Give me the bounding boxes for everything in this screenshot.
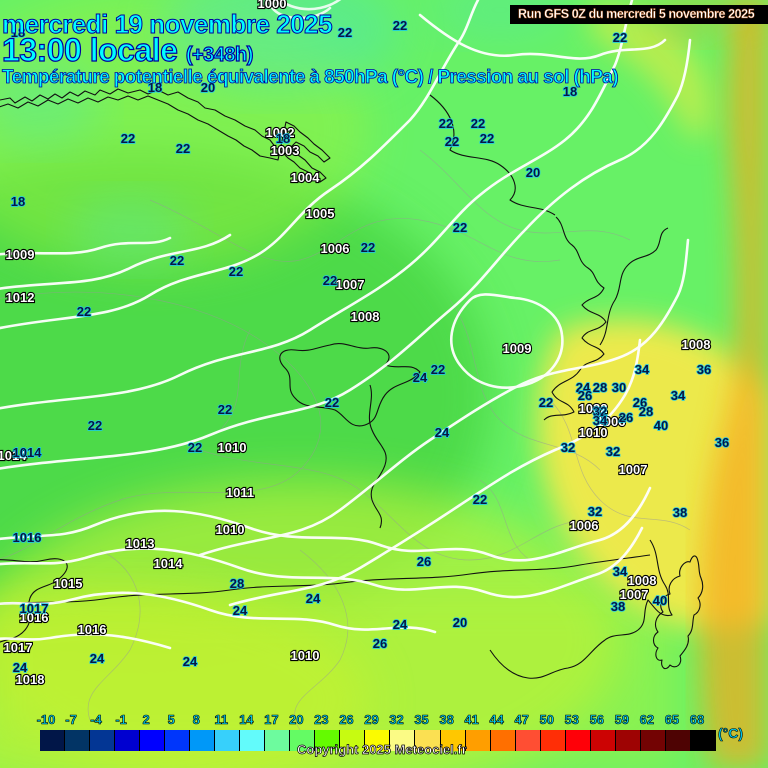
svg-text:1005: 1005 bbox=[306, 206, 335, 221]
svg-text:32: 32 bbox=[588, 504, 602, 519]
svg-text:28: 28 bbox=[593, 380, 607, 395]
svg-text:22: 22 bbox=[88, 418, 102, 433]
svg-text:38: 38 bbox=[673, 505, 687, 520]
svg-text:20: 20 bbox=[453, 615, 467, 630]
svg-text:1017: 1017 bbox=[4, 640, 33, 655]
svg-text:1011: 1011 bbox=[226, 485, 254, 500]
svg-text:40: 40 bbox=[653, 593, 667, 608]
svg-text:1006: 1006 bbox=[321, 241, 350, 256]
svg-text:24: 24 bbox=[13, 660, 28, 675]
svg-text:1004: 1004 bbox=[291, 170, 321, 185]
svg-text:1017: 1017 bbox=[20, 601, 49, 616]
svg-text:22: 22 bbox=[121, 131, 135, 146]
svg-text:1013: 1013 bbox=[126, 536, 155, 551]
svg-text:1006: 1006 bbox=[570, 518, 599, 533]
svg-text:1016: 1016 bbox=[78, 622, 107, 637]
svg-text:1008: 1008 bbox=[682, 337, 711, 352]
svg-text:40: 40 bbox=[654, 418, 668, 433]
svg-text:24: 24 bbox=[233, 603, 248, 618]
svg-text:20: 20 bbox=[526, 165, 540, 180]
svg-text:32: 32 bbox=[561, 440, 575, 455]
svg-text:22: 22 bbox=[480, 131, 494, 146]
svg-text:22: 22 bbox=[77, 304, 91, 319]
svg-text:1007: 1007 bbox=[336, 277, 365, 292]
svg-text:34: 34 bbox=[613, 564, 628, 579]
svg-text:26: 26 bbox=[417, 554, 431, 569]
svg-text:1014: 1014 bbox=[154, 556, 184, 571]
svg-text:1015: 1015 bbox=[54, 576, 83, 591]
svg-text:1008: 1008 bbox=[628, 573, 657, 588]
svg-text:1014: 1014 bbox=[13, 445, 43, 460]
svg-text:24: 24 bbox=[183, 654, 198, 669]
svg-text:22: 22 bbox=[473, 492, 487, 507]
svg-text:36: 36 bbox=[697, 362, 711, 377]
svg-text:22: 22 bbox=[445, 134, 459, 149]
svg-text:24: 24 bbox=[306, 591, 321, 606]
svg-text:22: 22 bbox=[325, 395, 339, 410]
svg-text:26: 26 bbox=[373, 636, 387, 651]
svg-text:1009: 1009 bbox=[6, 247, 35, 262]
svg-text:18: 18 bbox=[276, 131, 290, 146]
svg-text:24: 24 bbox=[90, 651, 105, 666]
svg-text:38: 38 bbox=[611, 599, 625, 614]
svg-text:1012: 1012 bbox=[6, 290, 35, 305]
svg-text:30: 30 bbox=[612, 380, 626, 395]
svg-text:22: 22 bbox=[613, 30, 627, 45]
svg-text:22: 22 bbox=[471, 116, 485, 131]
svg-text:36: 36 bbox=[715, 435, 729, 450]
svg-text:28: 28 bbox=[230, 576, 244, 591]
svg-text:26: 26 bbox=[619, 410, 633, 425]
svg-text:22: 22 bbox=[176, 141, 190, 156]
svg-text:22: 22 bbox=[431, 362, 445, 377]
svg-text:22: 22 bbox=[218, 402, 232, 417]
svg-text:18: 18 bbox=[11, 194, 25, 209]
svg-text:24: 24 bbox=[435, 425, 450, 440]
svg-text:22: 22 bbox=[188, 440, 202, 455]
svg-text:32: 32 bbox=[606, 444, 620, 459]
svg-text:1008: 1008 bbox=[351, 309, 380, 324]
svg-text:22: 22 bbox=[323, 273, 337, 288]
svg-text:22: 22 bbox=[453, 220, 467, 235]
svg-text:1010: 1010 bbox=[291, 648, 320, 663]
svg-text:1010: 1010 bbox=[218, 440, 247, 455]
svg-text:1007: 1007 bbox=[619, 462, 648, 477]
svg-text:1010: 1010 bbox=[216, 522, 245, 537]
svg-text:34: 34 bbox=[671, 388, 686, 403]
svg-text:26: 26 bbox=[578, 388, 592, 403]
svg-text:1016: 1016 bbox=[13, 530, 42, 545]
svg-text:24: 24 bbox=[413, 370, 428, 385]
svg-text:22: 22 bbox=[229, 264, 243, 279]
svg-text:22: 22 bbox=[539, 395, 553, 410]
svg-text:24: 24 bbox=[393, 617, 408, 632]
svg-text:1009: 1009 bbox=[503, 341, 532, 356]
svg-text:22: 22 bbox=[361, 240, 375, 255]
svg-text:34: 34 bbox=[593, 413, 608, 428]
svg-text:22: 22 bbox=[393, 18, 407, 33]
svg-text:34: 34 bbox=[635, 362, 650, 377]
svg-text:22: 22 bbox=[439, 116, 453, 131]
svg-text:22: 22 bbox=[170, 253, 184, 268]
svg-text:28: 28 bbox=[639, 404, 653, 419]
svg-text:22: 22 bbox=[338, 25, 352, 40]
